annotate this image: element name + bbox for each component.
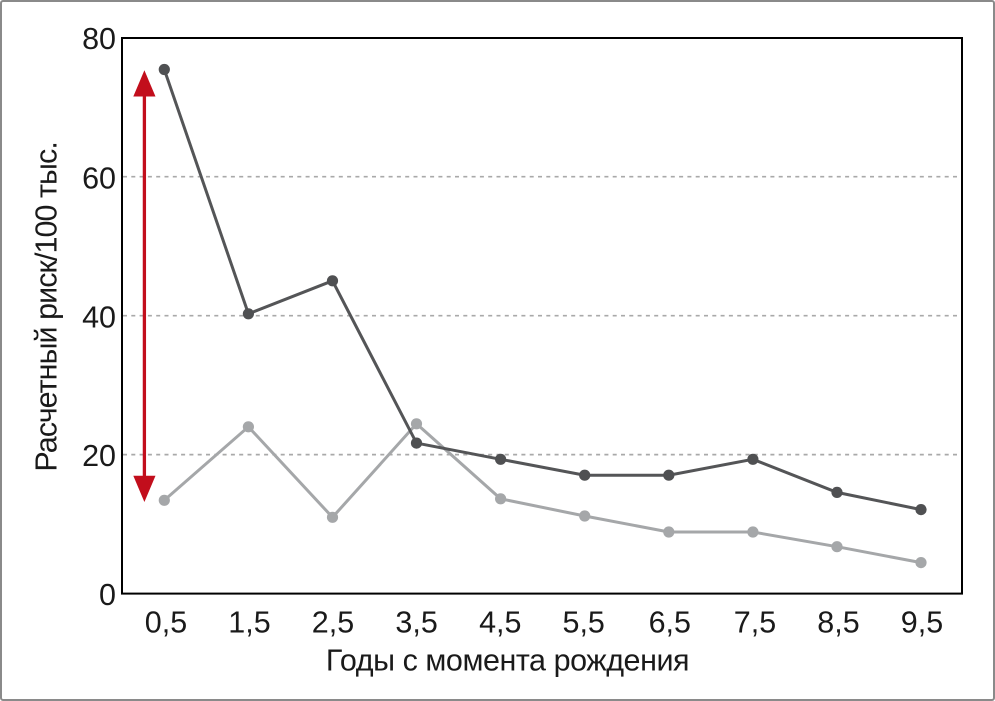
svg-text:7,5: 7,5 xyxy=(734,606,776,640)
svg-text:4,5: 4,5 xyxy=(479,606,521,640)
svg-text:Расчетный риск/100 тыс.: Расчетный риск/100 тыс. xyxy=(30,142,64,471)
svg-text:Годы с момента рождения: Годы с момента рождения xyxy=(326,644,689,678)
svg-text:1,5: 1,5 xyxy=(228,606,270,640)
svg-text:9,5: 9,5 xyxy=(901,606,943,640)
svg-text:60: 60 xyxy=(82,161,116,195)
svg-text:5,5: 5,5 xyxy=(562,606,604,640)
svg-text:0,5: 0,5 xyxy=(145,606,187,640)
svg-text:8,5: 8,5 xyxy=(817,606,859,640)
svg-text:40: 40 xyxy=(82,300,116,334)
svg-text:80: 80 xyxy=(82,22,116,56)
svg-text:0: 0 xyxy=(99,578,116,612)
svg-text:2,5: 2,5 xyxy=(312,606,354,640)
svg-text:3,5: 3,5 xyxy=(395,606,437,640)
svg-text:6,5: 6,5 xyxy=(649,606,691,640)
svg-text:20: 20 xyxy=(82,439,116,473)
